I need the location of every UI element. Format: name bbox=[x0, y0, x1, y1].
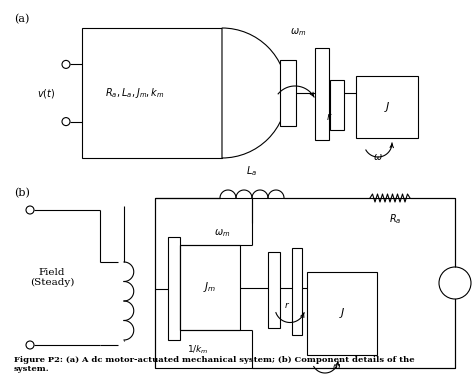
Text: $v(t)$: $v(t)$ bbox=[37, 86, 55, 100]
Bar bbox=[268, 252, 280, 328]
Text: Field
(Steady): Field (Steady) bbox=[30, 268, 74, 287]
Bar bbox=[315, 48, 329, 140]
Wedge shape bbox=[222, 28, 287, 158]
Circle shape bbox=[26, 206, 34, 214]
Text: $\omega$: $\omega$ bbox=[373, 152, 383, 162]
Bar bbox=[307, 272, 377, 355]
Bar bbox=[168, 237, 180, 340]
Text: $\omega_m$: $\omega_m$ bbox=[290, 26, 306, 38]
Text: $r$: $r$ bbox=[284, 299, 290, 310]
Bar bbox=[280, 60, 296, 126]
Text: (b): (b) bbox=[14, 188, 30, 198]
Bar bbox=[82, 28, 222, 158]
Circle shape bbox=[62, 118, 70, 126]
Bar bbox=[292, 248, 302, 335]
Bar bbox=[330, 80, 344, 130]
Text: $1/k_m$: $1/k_m$ bbox=[187, 344, 209, 357]
Text: $J$: $J$ bbox=[338, 307, 346, 320]
Circle shape bbox=[26, 341, 34, 349]
Text: $\omega$: $\omega$ bbox=[332, 362, 342, 371]
Text: $R_a, L_a, J_m, k_m$: $R_a, L_a, J_m, k_m$ bbox=[105, 86, 165, 100]
Text: $J_m$: $J_m$ bbox=[203, 280, 217, 294]
Text: $\omega_m$: $\omega_m$ bbox=[214, 227, 230, 239]
Bar bbox=[155, 198, 455, 368]
Text: Figure P2: (a) A dc motor-actuated mechanical system; (b) Component details of t: Figure P2: (a) A dc motor-actuated mecha… bbox=[14, 356, 415, 373]
Text: $J$: $J$ bbox=[383, 100, 391, 114]
Circle shape bbox=[62, 60, 70, 68]
Text: $L_a$: $L_a$ bbox=[246, 164, 257, 178]
Bar bbox=[356, 76, 418, 138]
Text: (a): (a) bbox=[14, 14, 29, 24]
Text: $R_a$: $R_a$ bbox=[389, 212, 401, 226]
Text: $r$: $r$ bbox=[326, 112, 333, 123]
Circle shape bbox=[439, 267, 471, 299]
Bar bbox=[180, 245, 240, 330]
